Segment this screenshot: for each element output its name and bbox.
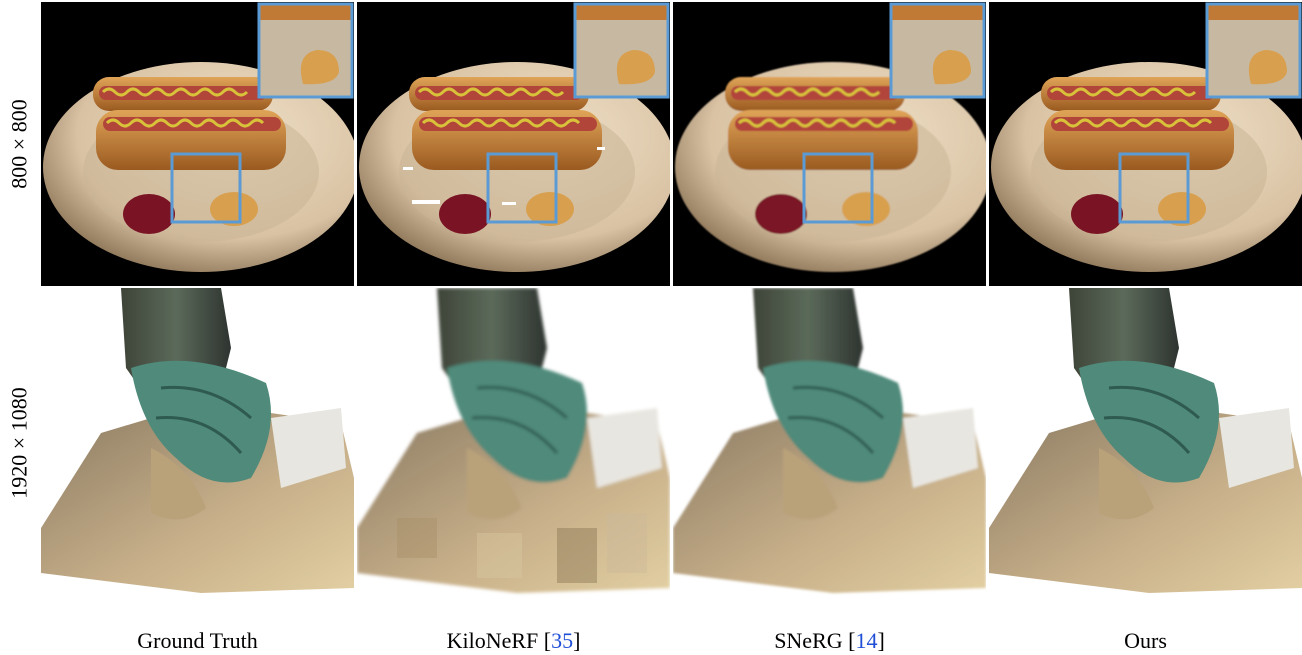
row-label-1920: 1920 × 1080 — [0, 288, 40, 598]
hotdog-ground-truth-image — [41, 2, 354, 286]
caption-ours: Ours — [989, 628, 1302, 654]
caption-kilonerf-cite[interactable]: 35 — [551, 628, 574, 653]
zoom-region-box — [802, 152, 874, 224]
zoom-inset — [573, 2, 670, 99]
zoom-inset — [1205, 2, 1302, 99]
caption-snerg-text: SNeRG [ — [774, 628, 856, 653]
caption-ground-truth-text: Ground Truth — [137, 628, 258, 653]
hotdog-ours-image — [989, 2, 1302, 286]
statue-snerg-image — [673, 288, 986, 598]
row-label-800-text: 800 × 800 — [7, 99, 33, 189]
caption-kilonerf-text: KiloNeRF [ — [446, 628, 552, 653]
statue-ours-image — [989, 288, 1302, 598]
row-label-1920-text: 1920 × 1080 — [7, 387, 33, 499]
caption-snerg-close: ] — [877, 628, 885, 653]
hotdog-kilonerf-image — [357, 2, 670, 286]
tile-artifacts — [397, 513, 647, 583]
caption-snerg: SNeRG [14] — [673, 628, 986, 654]
zoom-inset — [889, 2, 986, 99]
caption-snerg-cite[interactable]: 14 — [855, 628, 878, 653]
zoom-region-box — [170, 152, 242, 224]
zoom-region-box — [486, 152, 558, 224]
zoom-inset — [257, 2, 354, 99]
caption-ours-text: Ours — [1124, 628, 1167, 653]
hotdog-snerg-image — [673, 2, 986, 286]
caption-kilonerf: KiloNeRF [35] — [357, 628, 670, 654]
row-label-800: 800 × 800 — [0, 2, 40, 286]
zoom-region-box — [1118, 152, 1190, 224]
caption-kilonerf-close: ] — [573, 628, 581, 653]
statue-kilonerf-image — [357, 288, 670, 598]
statue-ground-truth-image — [41, 288, 354, 598]
caption-ground-truth: Ground Truth — [41, 628, 354, 654]
